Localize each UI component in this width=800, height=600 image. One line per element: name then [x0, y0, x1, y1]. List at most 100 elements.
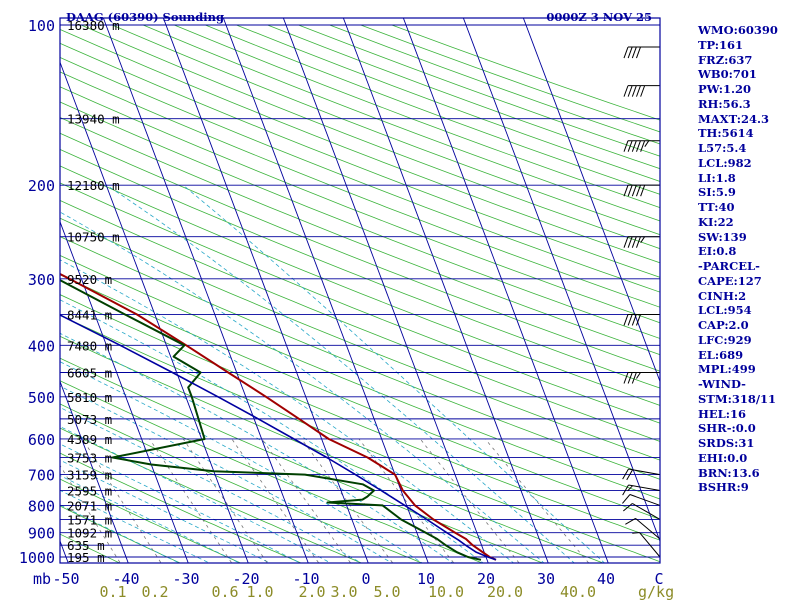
moist-adiabat-line [60, 443, 301, 563]
sounding-index-item: CAP:2.0 [698, 318, 749, 332]
temperature-tick-label: -20 [232, 570, 259, 588]
wind-barb-flag [623, 236, 629, 248]
moist-adiabat-line [60, 299, 484, 563]
wind-barb-flag [631, 236, 637, 248]
height-label: 1571 m [67, 512, 112, 527]
wind-barb-flag [640, 85, 646, 97]
wind-barb-flag [623, 314, 629, 326]
dry-adiabat-line [60, 452, 303, 563]
wind-barb-flag [623, 184, 629, 197]
dry-adiabat-line [60, 28, 660, 264]
mixing-ratio-label: 3.0 [330, 583, 357, 600]
dry-adiabat-line [60, 357, 544, 563]
sounding-index-item: TT:40 [698, 200, 735, 214]
mixing-ratio-label: 40.0 [560, 583, 596, 600]
dry-adiabat-line [60, 165, 660, 406]
dry-adiabat-line [60, 71, 660, 308]
sounding-index-item: SHR-:0.0 [698, 421, 756, 436]
height-label: 16380 m [67, 18, 120, 33]
isotherm-line [60, 380, 129, 563]
height-label: 3753 m [67, 450, 112, 465]
temperature-tick-label: -50 [52, 570, 79, 588]
height-label: 6605 m [67, 366, 112, 381]
sounding-index-item: L57:5.4 [698, 141, 747, 155]
sounding-index-item: -PARCEL- [698, 259, 760, 273]
height-label: 8441 m [67, 307, 112, 322]
sounding-index-item: LCL:982 [698, 155, 752, 170]
wind-barb-flag [632, 531, 640, 534]
dry-adiabat-line [60, 294, 660, 541]
plot-frame [59, 17, 661, 564]
height-label: 12180 m [67, 178, 120, 193]
wind-barb [623, 236, 660, 248]
height-label: 5073 m [67, 412, 112, 427]
moist-adiabat-line [60, 361, 423, 563]
wind-barb-flag [636, 372, 641, 379]
sounding-index-item: SI:5.9 [698, 185, 736, 200]
sounding-index-item: MAXT:24.3 [698, 111, 769, 126]
sounding-index-item: BRN:13.6 [698, 465, 760, 480]
dry-adiabat-line [60, 116, 660, 356]
wind-barb-flag [627, 485, 633, 492]
mixing-ratio-label: 10.0 [428, 583, 464, 600]
isotherm-line [60, 60, 249, 563]
sounding-index-item: HEL:16 [698, 406, 746, 421]
mixing-ratio-line [484, 438, 590, 563]
wind-barb-flag [636, 85, 641, 97]
dry-adiabat-line [60, 403, 423, 563]
temperature-unit-label: C [654, 570, 663, 588]
dry-adiabat-line [60, 199, 660, 442]
wind-barb-flag [636, 140, 641, 152]
pressure-tick-label: 100 [28, 17, 55, 35]
height-label: 1092 m [67, 526, 112, 541]
dry-adiabat-line [60, 380, 484, 563]
wind-barb-flag [623, 372, 629, 384]
moist-adiabat-line [60, 211, 545, 563]
height-label: 3159 m [67, 468, 112, 483]
mixing-ratio-line [261, 438, 352, 563]
pressure-tick-label: 1000 [19, 549, 55, 567]
dry-adiabat-line [60, 217, 660, 461]
wind-barb-flag [640, 184, 646, 197]
sounding-index-item: EI:0.8 [698, 244, 737, 259]
height-label: 13940 m [67, 112, 120, 127]
wind-barb-flag [631, 184, 637, 197]
mixing-ratio-label: 1.0 [246, 583, 273, 600]
moist-adiabat-line [106, 184, 575, 563]
wind-barb-flag [623, 46, 629, 59]
mixing-ratio-label: 20.0 [487, 583, 523, 600]
pressure-tick-label: 500 [28, 389, 55, 407]
height-label: 5810 m [67, 390, 112, 405]
dry-adiabat-line [60, 335, 605, 563]
mixing-ratio-line [82, 438, 162, 563]
wind-barb-flag [636, 184, 641, 197]
sounding-index-item: SRDS:31 [698, 436, 755, 450]
dry-adiabat-line [60, 132, 660, 372]
mixing-ratio-label: 0.2 [141, 583, 168, 600]
dry-adiabat-line [60, 427, 363, 563]
wind-barbs [622, 46, 661, 558]
wind-barb-flag [627, 85, 633, 97]
sounding-indices-panel: WMO:60390 TP:161 FRZ:637 WB0:701 PW:1.20 RH:5… [698, 23, 778, 495]
isotherm-line [342, 18, 549, 563]
wind-barb [632, 531, 661, 558]
height-label: 7480 m [67, 338, 112, 353]
isotherm-line [522, 18, 660, 383]
moist-adiabat-line [60, 332, 454, 563]
isotherm-line [282, 18, 489, 563]
wind-barb-flag [640, 236, 646, 243]
sounding-index-item: STM:318/11 [698, 391, 777, 406]
sounding-index-item: KI:22 [698, 214, 734, 229]
wind-barb-flag [631, 314, 637, 326]
temperature-tick-label: 40 [597, 570, 615, 588]
dewpoint-trace [60, 279, 482, 561]
mixing-ratio-unit-label: g/kg [638, 583, 674, 600]
wind-barb-flag [622, 468, 629, 480]
sounding-index-item: FRZ:637 [698, 52, 753, 67]
height-label: 9520 m [67, 272, 112, 287]
dry-adiabat-line [60, 86, 660, 324]
wind-barb-flag [644, 140, 650, 147]
wind-barb [625, 517, 661, 540]
height-label: 635 m [67, 538, 105, 553]
